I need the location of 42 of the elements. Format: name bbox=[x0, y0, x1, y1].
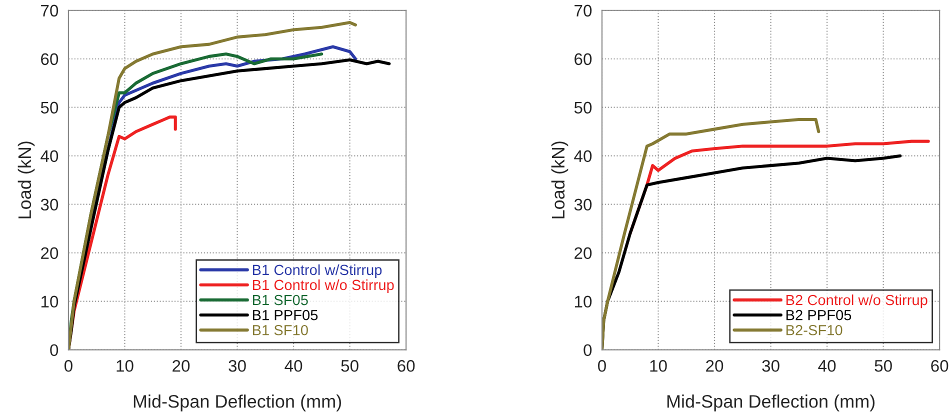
y-tick-label: 20 bbox=[574, 247, 592, 260]
x-tick-label: 40 bbox=[818, 360, 836, 372]
y-axis-title: Load (kN) bbox=[18, 142, 35, 218]
x-tick-label: 50 bbox=[874, 360, 892, 372]
x-tick-label: 60 bbox=[398, 360, 415, 372]
x-tick-label: 30 bbox=[762, 360, 780, 372]
y-tick-label: 30 bbox=[574, 198, 592, 211]
legend-label: B1 Control w/o Stirrup bbox=[252, 279, 394, 294]
y-tick-label: 10 bbox=[41, 296, 58, 308]
y-tick-label: 30 bbox=[40, 198, 58, 211]
legend-label: B1 SF05 bbox=[252, 294, 308, 306]
y-tick-label: 20 bbox=[41, 247, 58, 260]
x-axis-title: Mid-Span Deflection (mm) bbox=[667, 394, 875, 412]
x-tick-label: 0 bbox=[64, 360, 72, 372]
y-tick-label: 10 bbox=[574, 296, 592, 308]
y-tick-label: 0 bbox=[50, 344, 58, 356]
y-tick-label: 40 bbox=[40, 150, 58, 162]
legend-label: B2-SF10 bbox=[786, 324, 842, 336]
y-tick-label: 50 bbox=[40, 102, 58, 114]
legend-label: B1 SF10 bbox=[252, 324, 308, 336]
y-axis-title: Load (kN) bbox=[551, 142, 568, 218]
legend-label: B2 PPF05 bbox=[786, 310, 852, 320]
y-tick-label: 0 bbox=[584, 344, 592, 356]
y-tick-label: 70 bbox=[574, 4, 592, 17]
x-tick-label: 40 bbox=[284, 360, 302, 372]
y-tick-label: 70 bbox=[41, 4, 58, 17]
x-axis-title: Mid-Span Deflection (mm) bbox=[134, 394, 342, 412]
y-tick-label: 40 bbox=[574, 150, 592, 162]
y-tick-label: 50 bbox=[574, 102, 592, 114]
x-tick-label: 10 bbox=[116, 360, 134, 372]
x-tick-label: 60 bbox=[931, 360, 948, 372]
x-tick-label: 50 bbox=[341, 360, 358, 372]
legend-label: B2 Control w/o Stirrup bbox=[786, 294, 928, 308]
x-tick-label: 20 bbox=[706, 360, 724, 372]
x-tick-label: 0 bbox=[598, 360, 606, 372]
x-tick-label: 30 bbox=[228, 360, 246, 372]
legend-label: B1 Control w/Stirrup bbox=[252, 264, 382, 278]
x-tick-label: 20 bbox=[172, 360, 190, 372]
y-tick-label: 60 bbox=[574, 53, 592, 66]
x-tick-label: 10 bbox=[650, 360, 667, 372]
legend-label: B1 PPF05 bbox=[252, 310, 318, 320]
y-tick-label: 60 bbox=[41, 53, 58, 66]
